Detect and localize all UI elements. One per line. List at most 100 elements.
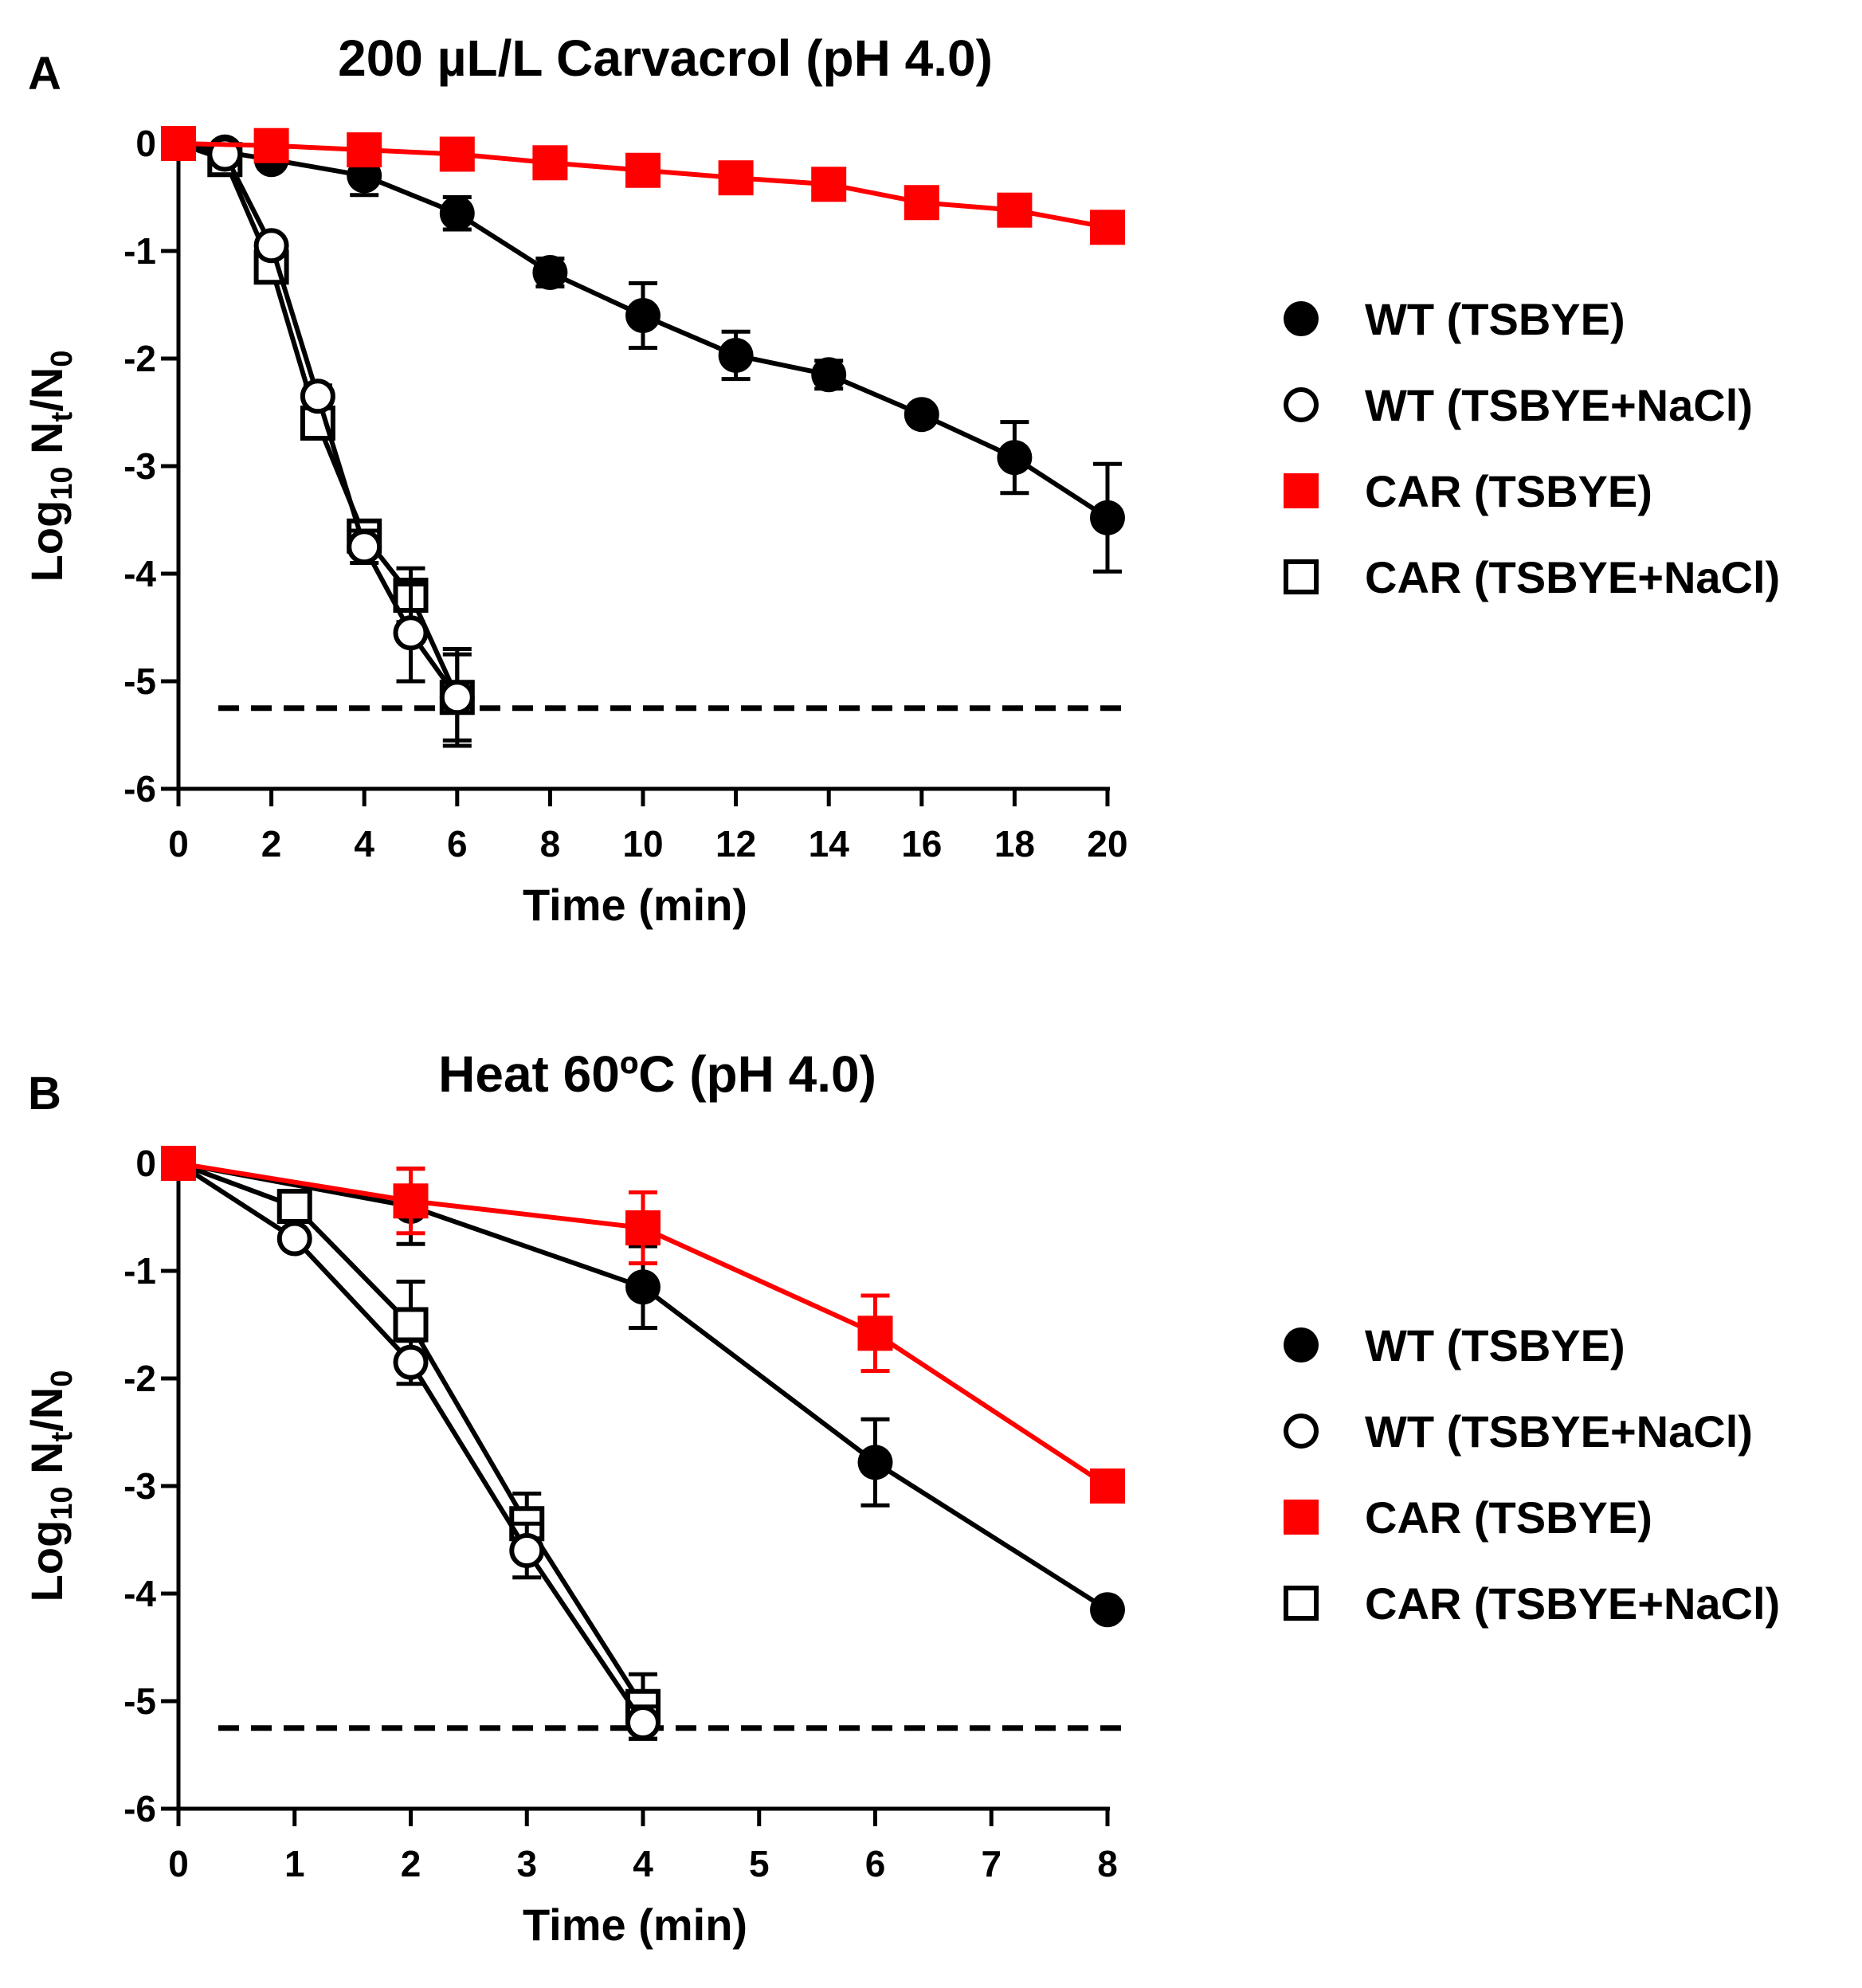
panel-a-legend-label: CAR (TSBYE+NaCl): [1365, 552, 1780, 602]
panel-b-legend-item: WT (TSBYE): [1284, 1320, 1625, 1370]
y-label-subscript: 0: [45, 1370, 79, 1387]
panel-a-legend-item: WT (TSBYE): [1284, 294, 1625, 344]
panel-a-y-tick-label: -5: [123, 661, 156, 702]
panel-a-x-axis-label: Time (min): [523, 880, 747, 930]
panel-a-x-tick-label: 8: [540, 823, 561, 865]
panel-b-legend-marker: [1284, 1586, 1319, 1621]
panel-a-data-point: [811, 357, 847, 393]
panel-a-legend-item: WT (TSBYE+NaCl): [1284, 380, 1753, 430]
panel-a-data-point: [300, 378, 335, 414]
panel-b-x-axis-label: Time (min): [523, 1900, 747, 1950]
panel-b-y-axis-label: Log10 Nt/N0: [22, 1370, 79, 1602]
panel-a-data-point: [161, 126, 196, 161]
panel-b-data-point: [1090, 1592, 1125, 1628]
panel-b-data-point: [393, 1344, 429, 1380]
panel-b-data-point: [393, 1183, 429, 1219]
panel-a-x-tick-label: 0: [168, 823, 189, 865]
panel-a-y-tick-label: -6: [123, 768, 156, 810]
panel-a-y-axis-label: Log10 Nt/N0: [22, 351, 79, 582]
panel-b-x-tick-label: 6: [865, 1843, 886, 1884]
panel-a-series-2: [161, 126, 1125, 245]
panel-b-x-tick-label: 0: [168, 1843, 189, 1884]
panel-a-x-tick-label: 14: [809, 823, 850, 865]
panel-b-chart: B Heat 60ºC (pH 4.0) 0 -1 -2 -3 -4 -5 -6 0 1 2 3 4 5 6 7…: [22, 1045, 1780, 1950]
y-label-text: N: [22, 1441, 72, 1486]
panel-b-x-tick-label: 5: [749, 1843, 770, 1884]
panel-b-series-line: [177, 1161, 645, 1724]
panel-a-y-tick-label: 0: [135, 123, 156, 164]
y-label-text: Log: [22, 500, 72, 582]
panel-a-data-point: [1090, 210, 1125, 245]
panel-b-label: B: [28, 1068, 61, 1119]
panel-b-x-tick-label: 1: [284, 1843, 305, 1884]
panel-b-y-tick-label: -4: [123, 1573, 156, 1614]
panel-a-y-tick-label: -4: [123, 553, 156, 594]
panel-b-y-tick-label: -1: [123, 1250, 156, 1292]
panel-b-x-tick-label: 7: [981, 1843, 1002, 1884]
panel-a-data-point: [718, 160, 754, 196]
panel-b-legend-label: WT (TSBYE+NaCl): [1365, 1406, 1753, 1457]
panel-b-data-point: [625, 1705, 661, 1740]
panel-a-legend-marker: [1284, 473, 1319, 508]
panel-b-legend-item: WT (TSBYE+NaCl): [1284, 1406, 1753, 1457]
panel-a-y-tick-label: -2: [123, 338, 156, 379]
panel-a-legend-label: CAR (TSBYE): [1365, 466, 1652, 516]
panel-a-legend-item: CAR (TSBYE+NaCl): [1284, 552, 1780, 602]
y-label-text: N: [22, 422, 72, 466]
panel-b-x-tick-label: 2: [401, 1843, 421, 1884]
panel-b-data-point: [161, 1146, 196, 1181]
panel-b-data-point: [276, 1189, 312, 1224]
panel-b-data-point: [393, 1307, 429, 1343]
panel-b-x-tick-label: 8: [1097, 1843, 1118, 1884]
panel-a-data-point: [532, 255, 568, 290]
panel-b-x-tick-label: 3: [516, 1843, 537, 1884]
y-label-subscript: 0: [45, 351, 79, 367]
y-label-subscript: t: [45, 1431, 79, 1441]
panel-a-data-point: [904, 397, 939, 433]
panel-a-title: 200 µL/L Carvacrol (pH 4.0): [338, 29, 993, 87]
panel-a-legend-marker: [1284, 559, 1319, 594]
panel-a-legend-marker: [1284, 387, 1319, 422]
panel-b-y-tick-label: 0: [135, 1143, 156, 1184]
panel-a-data-point: [439, 195, 475, 231]
panel-a-x-tick-label: 10: [622, 823, 663, 865]
y-label-text: Log: [22, 1520, 72, 1602]
panel-b-data-point: [857, 1445, 893, 1480]
panel-b-legend-label: CAR (TSBYE+NaCl): [1365, 1578, 1780, 1629]
panel-a-x-tick-label: 18: [994, 823, 1035, 865]
panel-b-legend-marker: [1284, 1327, 1319, 1363]
panel-a-data-point: [347, 132, 382, 168]
panel-b-y-tick-label: -2: [123, 1358, 156, 1399]
panel-a-data-point: [997, 192, 1033, 228]
panel-a-x-tick-label: 2: [261, 823, 282, 865]
panel-a-y-tick-label: -3: [123, 445, 156, 487]
panel-b-y-tick-label: -6: [123, 1788, 156, 1829]
panel-b-legend-marker: [1284, 1500, 1319, 1535]
panel-a-y-tick-label: -1: [123, 230, 156, 272]
panel-a-chart: A 200 µL/L Carvacrol (pH 4.0) 0 -1 -2 -3 -4 -5 -…: [22, 29, 1780, 930]
panel-b-legend-item: CAR (TSBYE+NaCl): [1284, 1578, 1780, 1629]
panel-b-title: Heat 60ºC (pH 4.0): [438, 1045, 876, 1103]
panel-b-legend-label: CAR (TSBYE): [1365, 1492, 1652, 1543]
panel-a-x-tick-label: 12: [715, 823, 756, 865]
panel-a-data-point: [718, 337, 754, 373]
panel-a-legend-label: WT (TSBYE+NaCl): [1365, 380, 1753, 430]
panel-b-data-point: [625, 1269, 661, 1305]
panel-a-label: A: [28, 48, 61, 100]
panel-a-data-point: [1090, 500, 1125, 535]
panel-a-data-point: [253, 127, 289, 163]
panel-a-x-tick-label: 16: [901, 823, 942, 865]
panel-a-legend-label: WT (TSBYE): [1365, 294, 1625, 344]
panel-b-data-point: [276, 1221, 312, 1257]
panel-a-data-point: [253, 228, 289, 264]
panel-a-x-tick-label: 6: [447, 823, 468, 865]
panel-a-data-point: [439, 680, 475, 716]
panel-b-x-tick-label: 4: [633, 1843, 653, 1884]
panel-b-y-tick-label: -5: [123, 1680, 156, 1722]
panel-a-data-point: [439, 136, 475, 172]
panel-a-data-point: [997, 440, 1033, 476]
y-label-text: /N: [22, 1387, 72, 1432]
panel-b-data-point: [1090, 1468, 1125, 1504]
panel-b-legend-marker: [1284, 1414, 1319, 1449]
